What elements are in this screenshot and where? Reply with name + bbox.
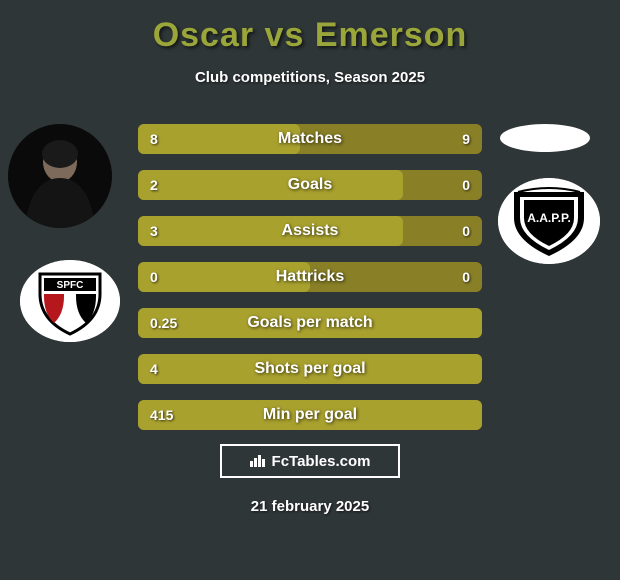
stat-row: 4 Shots per goal (138, 354, 482, 384)
club-right-code: A.A.P.P. (527, 211, 571, 225)
stat-label: Goals (138, 170, 482, 200)
player-left-photo (8, 124, 112, 228)
stat-row: 3 Assists 0 (138, 216, 482, 246)
stat-label: Min per goal (138, 400, 482, 430)
club-right-badge: A.A.P.P. (498, 178, 600, 264)
stat-right-value: 0 (462, 262, 470, 292)
stat-row: 8 Matches 9 (138, 124, 482, 154)
title-vs: vs (254, 16, 315, 54)
stat-bars: 8 Matches 9 2 Goals 0 3 Assists 0 0 Hatt… (138, 124, 482, 446)
title-player-right: Emerson (315, 16, 468, 54)
subtitle: Club competitions, Season 2025 (10, 69, 610, 86)
shield-icon: SPFC (20, 260, 120, 342)
page-title: Oscar vs Emerson (10, 16, 610, 55)
bar-chart-icon (250, 453, 266, 470)
stat-label: Matches (138, 124, 482, 154)
stat-label: Assists (138, 216, 482, 246)
stat-row: 2 Goals 0 (138, 170, 482, 200)
stat-right-value: 9 (462, 124, 470, 154)
club-left-badge: SPFC (20, 260, 120, 342)
stat-row: 0 Hattricks 0 (138, 262, 482, 292)
stat-label: Goals per match (138, 308, 482, 338)
title-player-left: Oscar (153, 16, 254, 54)
stat-row: 415 Min per goal (138, 400, 482, 430)
date-label: 21 february 2025 (0, 498, 620, 515)
stat-right-value: 0 (462, 216, 470, 246)
stat-label: Hattricks (138, 262, 482, 292)
stat-label: Shots per goal (138, 354, 482, 384)
stat-row: 0.25 Goals per match (138, 308, 482, 338)
club-left-code: SPFC (57, 280, 84, 291)
watermark: FcTables.com (220, 444, 400, 478)
person-silhouette-icon (8, 124, 112, 228)
stat-right-value: 0 (462, 170, 470, 200)
comparison-card: Oscar vs Emerson Club competitions, Seas… (0, 0, 620, 580)
watermark-text: FcTables.com (272, 453, 371, 470)
shield-icon: A.A.P.P. (498, 178, 600, 264)
player-right-photo (500, 124, 590, 152)
